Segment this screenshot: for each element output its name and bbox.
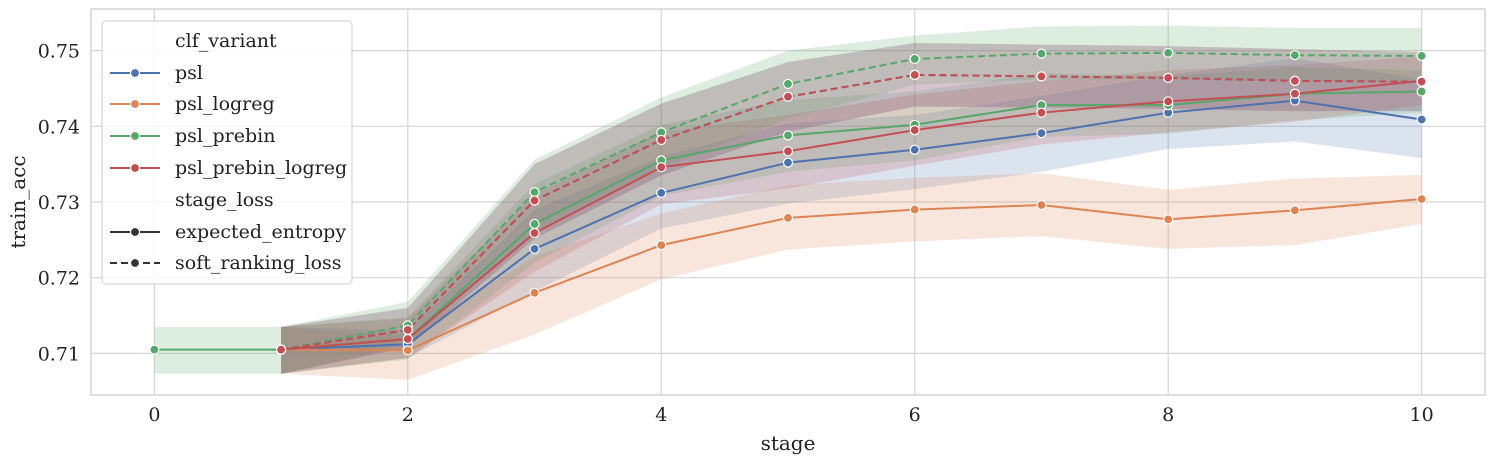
point-psl_prebin_logreg-expected_entropy (1036, 107, 1047, 118)
y-tick-label: 0.73 (38, 192, 80, 214)
y-tick-label: 0.71 (38, 343, 80, 365)
point-psl_prebin-soft_ranking_loss (782, 78, 794, 90)
x-tick-label: 4 (655, 404, 667, 426)
x-tick-label: 8 (1162, 404, 1174, 426)
point-psl_prebin_logreg-expected_entropy (1289, 88, 1301, 99)
point-psl_prebin_logreg-soft_ranking_loss (1163, 72, 1174, 83)
point-psl_logreg-expected_entropy (1163, 214, 1174, 225)
ci-band-psl-expected_entropy (281, 58, 1422, 374)
legend: clf_variant stage_loss psl psl_logreg psl_… (101, 20, 353, 285)
line-psl-expected_entropy (281, 99, 1422, 351)
point-psl-expected_entropy (909, 144, 920, 155)
point-psl_prebin_logreg-soft_ranking_loss (1289, 75, 1301, 87)
point-psl_prebin_logreg-soft_ranking_loss (909, 69, 920, 80)
point-psl_logreg-expected_entropy (1289, 205, 1301, 216)
point-psl_logreg-expected_entropy (402, 345, 413, 356)
point-psl_prebin-soft_ranking_loss (529, 187, 540, 198)
point-psl_logreg-expected_entropy (656, 240, 667, 251)
ci-band-psl_logreg-expected_entropy (281, 173, 1422, 380)
point-psl_logreg-expected_entropy (909, 204, 920, 215)
point-psl_prebin-soft_ranking_loss (1416, 50, 1427, 62)
legend-label-psl_prebin_logreg: psl_prebin_logreg (175, 157, 347, 179)
y-tick-label: 0.74 (38, 116, 80, 138)
legend-marker-psl_prebin (129, 130, 141, 142)
legend-label-psl: psl (175, 62, 203, 84)
point-psl_prebin-expected_entropy (529, 218, 540, 230)
line-psl_logreg-expected_entropy (281, 197, 1422, 352)
point-psl-expected_entropy (656, 187, 667, 199)
point-psl_prebin_logreg-soft_ranking_loss (656, 134, 667, 146)
legend-label-soft_ranking_loss: soft_ranking_loss (175, 252, 342, 274)
point-psl_prebin_logreg-soft_ranking_loss (1416, 76, 1427, 87)
y-tick-label: 0.72 (38, 268, 80, 290)
series-markers (149, 47, 1427, 356)
line-psl_prebin-soft_ranking_loss (280, 51, 1422, 351)
point-psl_prebin-soft_ranking_loss (1036, 48, 1047, 59)
legend-marker-psl (129, 67, 141, 79)
point-psl-expected_entropy (1416, 114, 1427, 125)
legend-label-psl_logreg: psl_logreg (175, 93, 275, 115)
point-psl_logreg-expected_entropy (529, 287, 540, 298)
point-psl_prebin-expected_entropy (149, 344, 160, 355)
ci-band-psl_prebin_logreg-expected_entropy (281, 56, 1422, 374)
point-psl-expected_entropy (782, 157, 794, 168)
point-psl_prebin_logreg-expected_entropy (402, 333, 413, 345)
series-lines (154, 51, 1422, 352)
point-psl_prebin_logreg-expected_entropy (529, 227, 540, 239)
point-psl_prebin-soft_ranking_loss (1163, 47, 1174, 58)
point-psl-expected_entropy (529, 243, 540, 255)
legend-style-title: stage_loss (175, 189, 274, 211)
x-tick-label: 10 (1410, 404, 1434, 426)
ci-band-psl_prebin-soft_ranking_loss (281, 25, 1422, 374)
point-psl_prebin-soft_ranking_loss (1289, 50, 1301, 61)
point-psl_prebin-expected_entropy (782, 130, 794, 141)
point-psl_prebin_logreg-soft_ranking_loss (275, 344, 287, 355)
point-psl_prebin_logreg-expected_entropy (909, 124, 920, 136)
legend-label-psl_prebin: psl_prebin (175, 125, 275, 147)
point-psl_prebin-expected_entropy (1416, 86, 1427, 97)
y-axis-label: train_acc (6, 155, 30, 248)
legend-label-expected_entropy: expected_entropy (175, 221, 346, 243)
legend-marker-psl_prebin_logreg (129, 162, 141, 174)
legend-marker-expected_entropy (129, 226, 141, 238)
line-psl_prebin_logreg-soft_ranking_loss (280, 73, 1422, 351)
point-psl-expected_entropy (1036, 128, 1047, 139)
tick-labels: 0 2 4 6 8 10 0.71 0.72 0.73 0.74 0.75 (38, 41, 1434, 426)
legend-marker-psl_logreg (129, 98, 141, 110)
line-psl_prebin_logreg-expected_entropy (281, 79, 1422, 351)
legend-frame (101, 20, 353, 285)
point-psl_prebin_logreg-soft_ranking_loss (402, 324, 413, 336)
x-axis-label: stage (761, 431, 816, 455)
x-tick-label: 0 (148, 404, 160, 426)
point-psl_prebin_logreg-soft_ranking_loss (1036, 71, 1047, 82)
point-psl_prebin_logreg-expected_entropy (1163, 96, 1174, 107)
x-tick-label: 6 (909, 404, 921, 426)
point-psl_logreg-expected_entropy (782, 212, 794, 223)
y-tick-label: 0.75 (38, 41, 80, 63)
point-psl_logreg-expected_entropy (1416, 193, 1427, 205)
legend-marker-soft_ranking_loss (129, 257, 141, 269)
point-psl_prebin-soft_ranking_loss (909, 53, 920, 65)
x-tick-label: 2 (402, 404, 414, 426)
point-psl_prebin_logreg-soft_ranking_loss (529, 195, 540, 206)
point-psl_prebin_logreg-soft_ranking_loss (782, 91, 794, 102)
legend-hue-title: clf_variant (175, 30, 277, 52)
point-psl_prebin_logreg-expected_entropy (782, 146, 794, 157)
point-psl_prebin_logreg-expected_entropy (656, 162, 667, 173)
point-psl_logreg-expected_entropy (1036, 199, 1047, 211)
